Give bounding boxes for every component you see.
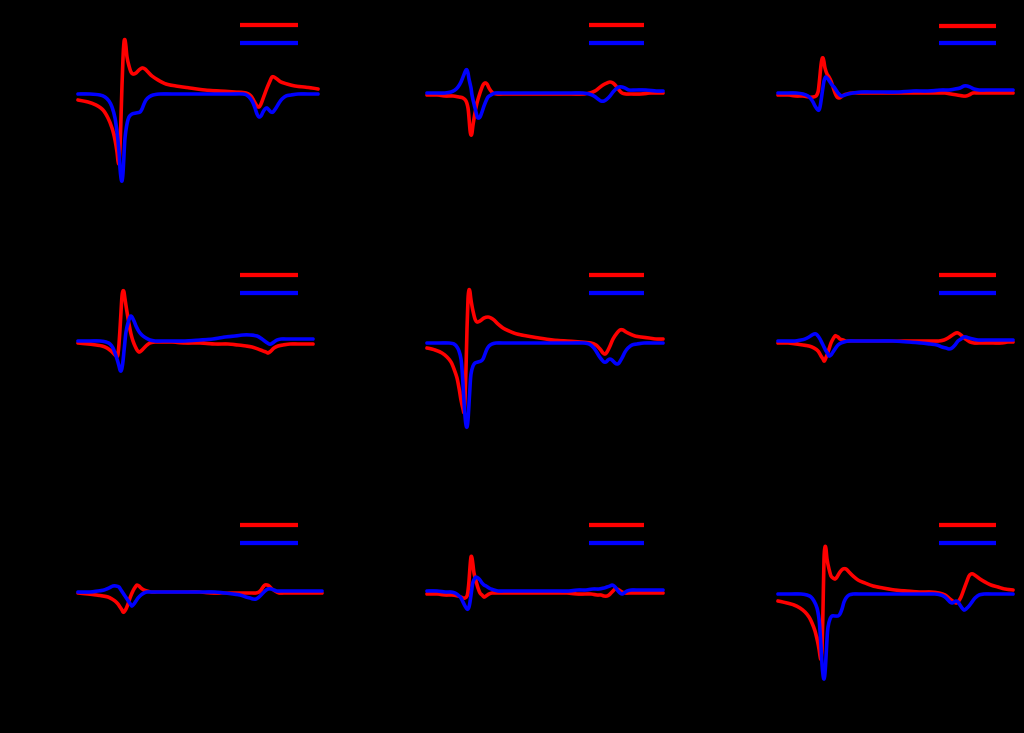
subplot-canvas-r2c2 — [775, 522, 1015, 681]
blue-series-line — [76, 314, 315, 374]
subplot-canvas-r2c1 — [425, 522, 666, 611]
subplot-r0c0 — [0, 0, 341, 244]
blue-series-line — [76, 583, 324, 608]
red-series-line — [775, 331, 1015, 364]
subplot-canvas-r0c2 — [775, 23, 1015, 113]
subplot-canvas-r0c0 — [76, 22, 320, 183]
subplot-canvas-r0c1 — [425, 22, 666, 137]
subplot-canvas-r1c1 — [425, 273, 666, 430]
subplot-r2c2 — [683, 489, 1024, 733]
subplot-canvas-r1c2 — [775, 273, 1015, 364]
blue-series-line — [775, 75, 1015, 113]
subplot-r2c0 — [0, 489, 341, 733]
subplot-canvas-r1c0 — [76, 273, 315, 374]
red-series-line — [775, 544, 1015, 661]
subplot-r0c2 — [683, 0, 1024, 244]
red-series-line — [425, 288, 666, 415]
blue-series-line — [425, 341, 666, 430]
blue-series-line — [775, 591, 1015, 681]
subplot-canvas-r2c0 — [76, 522, 324, 614]
blue-series-line — [76, 92, 320, 183]
subplot-r1c0 — [0, 244, 341, 488]
blue-series-line — [425, 574, 666, 611]
red-series-line — [76, 582, 324, 614]
blue-series-line — [775, 332, 1015, 359]
subplot-r2c1 — [341, 489, 682, 733]
subplot-r0c1 — [341, 0, 682, 244]
blue-series-line — [425, 67, 666, 120]
subplot-r1c1 — [341, 244, 682, 488]
subplot-r1c2 — [683, 244, 1024, 488]
